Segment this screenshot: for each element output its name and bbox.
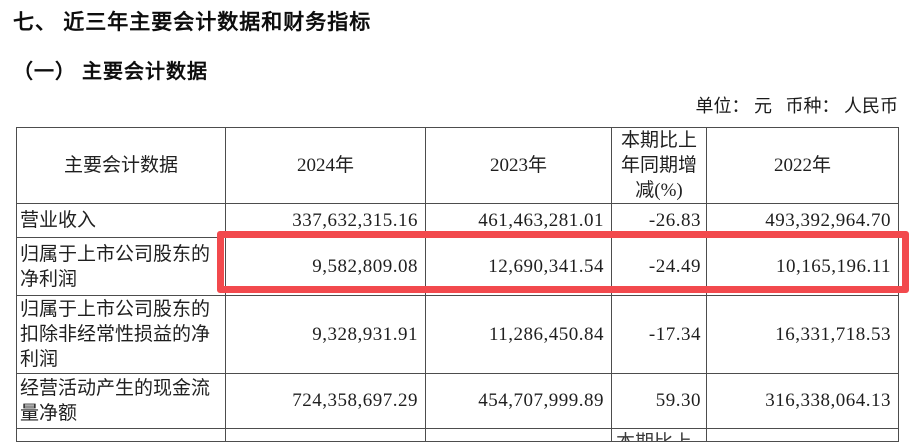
value-2024: 9,328,931.91 <box>225 295 426 374</box>
table-header-row: 主要会计数据 2024年 2023年 本期比上年同期增减(%) 2022年 <box>16 127 899 204</box>
table-row-operating-cash-flow: 经营活动产生的现金流量净额 724,358,697.29 454,707,999… <box>16 373 899 429</box>
table-row-net-profit-excl-nonrecurring: 归属于上市公司股东的扣除非经常性损益的净利润 9,328,931.91 11,2… <box>16 295 899 374</box>
row-label: 营业收入 <box>16 203 226 238</box>
col-header-metric: 主要会计数据 <box>16 127 226 204</box>
clipped-next-header-text: 本期比上 <box>613 430 706 441</box>
table-row-partial-clipped: 本期比上 <box>16 428 899 442</box>
value-2024: 724,358,697.29 <box>225 373 426 429</box>
value-2023: 454,707,999.89 <box>425 373 612 429</box>
value-change: -26.83 <box>611 203 707 238</box>
value-change: -24.49 <box>611 237 707 296</box>
value-2024: 337,632,315.16 <box>225 203 426 238</box>
table-row-revenue: 营业收入 337,632,315.16 461,463,281.01 -26.8… <box>16 203 899 238</box>
subsection-title: （一） 主要会计数据 <box>13 61 208 83</box>
value-2023: 12,690,341.54 <box>425 237 612 296</box>
row-label: 归属于上市公司股东的净利润 <box>16 237 226 296</box>
accounting-data-table: 主要会计数据 2024年 2023年 本期比上年同期增减(%) 2022年 营业… <box>16 127 899 442</box>
value-2023: 11,286,450.84 <box>425 295 612 374</box>
partial-cell <box>225 428 426 442</box>
section-title: 七、 近三年主要会计数据和财务指标 <box>13 10 372 34</box>
row-label: 归属于上市公司股东的扣除非经常性损益的净利润 <box>16 295 226 374</box>
partial-cell <box>16 428 226 442</box>
value-2022: 316,338,064.13 <box>706 373 899 429</box>
value-change: -17.34 <box>611 295 707 374</box>
value-2023: 461,463,281.01 <box>425 203 612 238</box>
value-2024: 9,582,809.08 <box>225 237 426 296</box>
col-header-2024: 2024年 <box>225 127 426 204</box>
value-2022: 16,331,718.53 <box>706 295 899 374</box>
partial-cell: 本期比上 <box>611 428 707 442</box>
value-2022: 10,165,196.11 <box>706 237 899 296</box>
partial-cell <box>706 428 899 442</box>
value-2022: 493,392,964.70 <box>706 203 899 238</box>
partial-cell <box>425 428 612 442</box>
col-header-2022: 2022年 <box>706 127 899 204</box>
unit-currency-note: 单位： 元 币种： 人民币 <box>695 96 899 116</box>
table-row-net-profit: 归属于上市公司股东的净利润 9,582,809.08 12,690,341.54… <box>16 237 899 296</box>
col-header-2023: 2023年 <box>425 127 612 204</box>
col-header-change: 本期比上年同期增减(%) <box>611 127 707 204</box>
value-change: 59.30 <box>611 373 707 429</box>
row-label: 经营活动产生的现金流量净额 <box>16 373 226 429</box>
